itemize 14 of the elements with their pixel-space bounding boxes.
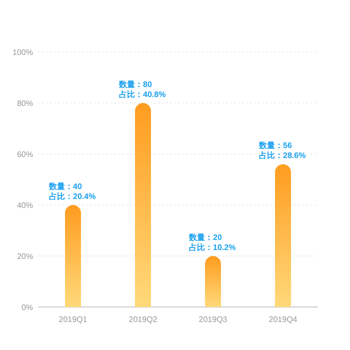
x-tick-label: 2019Q1: [58, 315, 88, 324]
y-tick-label: 80%: [16, 99, 33, 108]
data-label: 数量：40 占比：20.4%: [49, 182, 96, 201]
x-tick-label: 2019Q2: [128, 315, 158, 324]
data-label: 数量：20 占比：10.2%: [189, 233, 236, 252]
y-tick-label: 60%: [16, 150, 33, 159]
y-tick-label: 40%: [16, 201, 33, 210]
y-tick-label: 20%: [16, 252, 33, 261]
data-label: 数量：56 占比：28.6%: [259, 141, 306, 160]
x-tick-label: 2019Q4: [268, 315, 298, 324]
data-label: 数量：80 占比：40.8%: [119, 80, 166, 99]
x-tick-label: 2019Q3: [198, 315, 228, 324]
y-tick-label: 0%: [21, 303, 33, 312]
y-tick-label: 100%: [12, 48, 33, 57]
